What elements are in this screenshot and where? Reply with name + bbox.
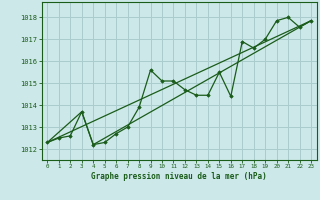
X-axis label: Graphe pression niveau de la mer (hPa): Graphe pression niveau de la mer (hPa): [91, 172, 267, 181]
